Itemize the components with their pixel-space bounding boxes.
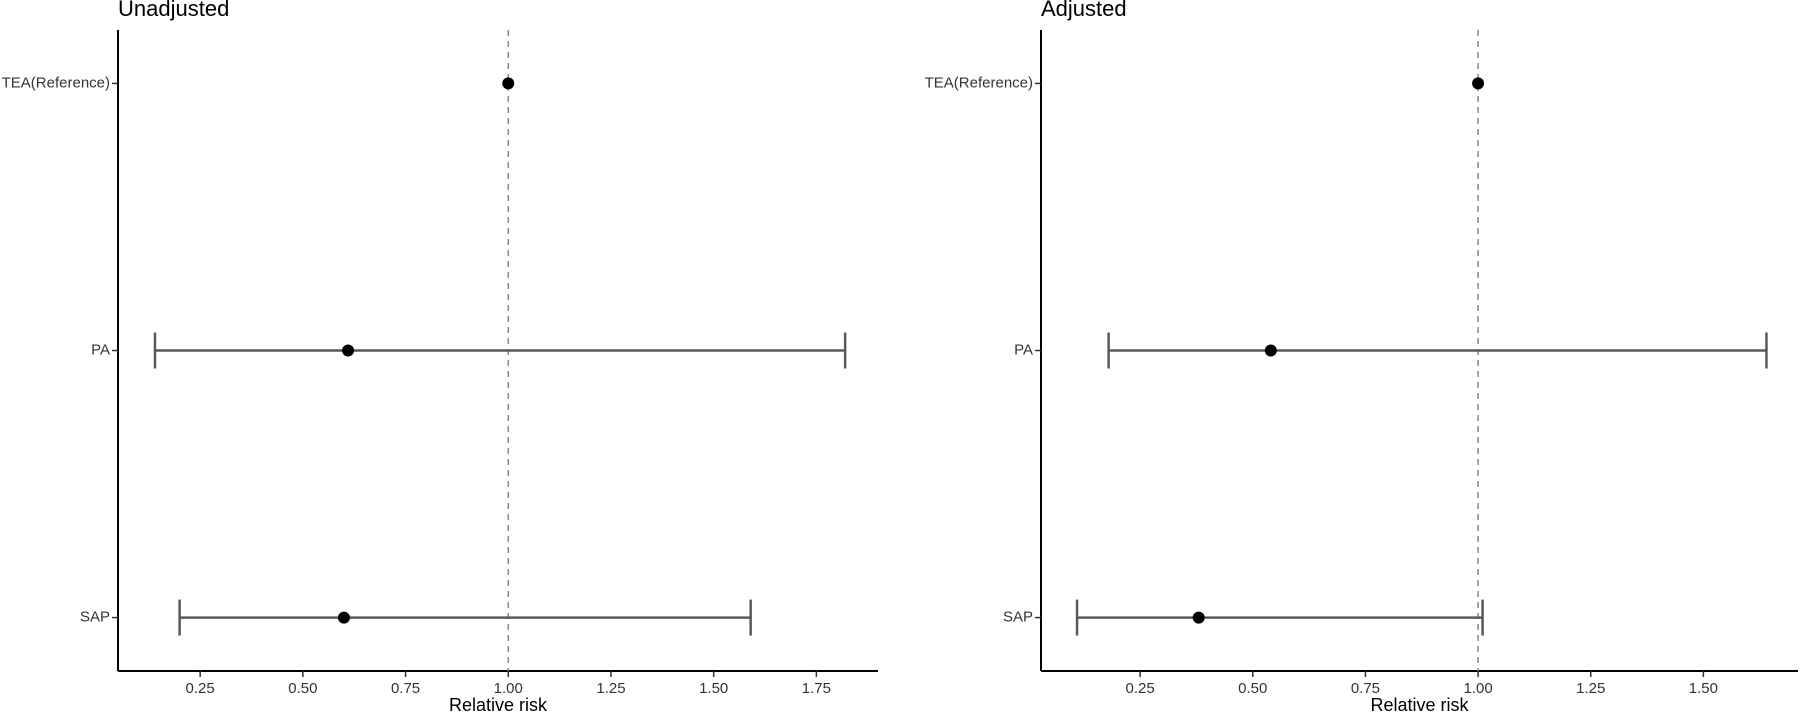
- x-tick-label: 0.75: [391, 680, 420, 697]
- x-tick-label: 0.50: [1238, 680, 1267, 697]
- point: [342, 344, 355, 357]
- y-tick-label: SAP: [80, 609, 110, 626]
- y-tick-label: SAP: [1003, 609, 1033, 626]
- point: [1264, 344, 1277, 357]
- x-tick-label: 0.50: [288, 680, 317, 697]
- point: [502, 77, 515, 90]
- x-tick-label: 1.25: [596, 680, 625, 697]
- x-tick-label: 1.75: [802, 680, 831, 697]
- y-tick-label: TEA(Reference): [2, 74, 110, 91]
- x-tick-label: 1.50: [1689, 680, 1718, 697]
- panel-title: Adjusted: [1041, 0, 1127, 21]
- y-tick-label: TEA(Reference): [925, 74, 1033, 91]
- x-tick-label: 0.25: [186, 680, 215, 697]
- x-tick-label: 1.00: [494, 680, 523, 697]
- point: [1192, 611, 1205, 624]
- x-axis-label: Relative risk: [449, 695, 548, 714]
- point: [337, 611, 350, 624]
- y-tick-label: PA: [1014, 341, 1033, 358]
- y-tick-label: PA: [91, 341, 110, 358]
- x-tick-label: 1.00: [1463, 680, 1492, 697]
- point: [1472, 77, 1485, 90]
- x-tick-label: 1.50: [699, 680, 728, 697]
- x-tick-label: 0.25: [1126, 680, 1155, 697]
- x-tick-label: 0.75: [1351, 680, 1380, 697]
- x-axis-label: Relative risk: [1370, 695, 1469, 714]
- panel-title: Unadjusted: [118, 0, 229, 21]
- x-tick-label: 1.25: [1576, 680, 1605, 697]
